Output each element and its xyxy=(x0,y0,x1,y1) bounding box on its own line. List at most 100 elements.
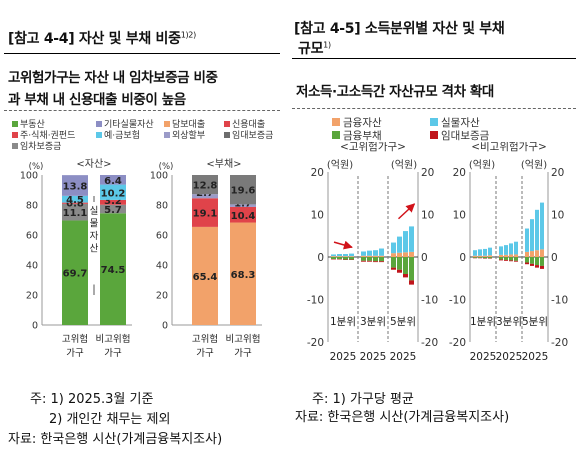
y-tick-label: 100 xyxy=(20,171,38,182)
right-title-footnote: 1) xyxy=(323,40,331,50)
y-tick-label: 80 xyxy=(156,201,168,212)
legend-item-real-assets: 실물자산 xyxy=(430,115,480,130)
bar-rental-deposit xyxy=(403,274,408,278)
bar-financial-assets xyxy=(403,252,408,257)
bar-rental-deposit xyxy=(499,259,503,261)
data-label: 11.1 xyxy=(63,208,88,219)
bar-financial-assets xyxy=(409,251,414,257)
legend-swatch xyxy=(332,131,340,139)
bar-real-assets xyxy=(509,243,513,255)
bar-financial-debt xyxy=(391,257,396,268)
legend-item-financial-assets: 금융자산 xyxy=(332,115,382,130)
bar-real-assets xyxy=(483,248,487,256)
quintile-label: 1분위 xyxy=(330,315,356,328)
left-panel-title: [참고 4-4] 자산 및 부채 비중1)2) xyxy=(8,28,196,48)
y-tick-label: 40 xyxy=(156,261,168,272)
bar-segment xyxy=(62,220,88,325)
bar-financial-assets xyxy=(478,255,482,257)
legend-item-rental-deposit-r: 임대보증금 xyxy=(430,128,489,143)
year-label: 2025 xyxy=(522,351,549,363)
bar-segment xyxy=(230,206,256,223)
right-heading: 저소득·고소득간 자산규모 격차 확대 xyxy=(296,84,494,100)
bar-real-assets xyxy=(499,246,503,255)
legend-swatch xyxy=(164,121,170,127)
bar-segment xyxy=(100,213,126,325)
bar-real-assets xyxy=(478,249,482,256)
right-heading-divider xyxy=(292,108,576,109)
year-label: 2025 xyxy=(496,351,523,363)
bar-real-assets xyxy=(331,254,336,257)
category-label: 고위험 xyxy=(192,333,218,345)
right-panel-title-line1: [참고 4-5] 소득분위별 자산 및 부채 xyxy=(294,21,505,37)
y-tick-label-right: 10 xyxy=(551,210,564,222)
bar-segment xyxy=(100,184,126,200)
bar-financial-debt xyxy=(514,257,518,261)
bar-financial-debt xyxy=(535,257,539,266)
left-heading-line2: 과 부채 내 신용대출 비중이 높음 xyxy=(8,92,186,108)
y-tick-label: 20 xyxy=(26,291,38,302)
bar-financial-assets xyxy=(488,255,492,257)
bar-rental-deposit xyxy=(373,261,378,263)
bar-financial-assets xyxy=(397,252,402,257)
y-tick-label: 0 xyxy=(317,252,324,264)
bar-financial-assets xyxy=(525,251,529,257)
data-label: 10.4 xyxy=(231,211,256,222)
y-tick-label: 10 xyxy=(453,210,466,222)
data-label: 6.4 xyxy=(104,176,122,187)
bar-rental-deposit xyxy=(525,262,529,265)
left-title-rule xyxy=(4,53,280,54)
legend-item-lease-deposit: 임차보증금 xyxy=(12,139,61,152)
bar-real-assets xyxy=(337,254,342,257)
bar-real-assets xyxy=(488,247,492,256)
trend-arrow xyxy=(397,203,416,220)
bar-financial-debt xyxy=(540,257,544,266)
bar-financial-assets xyxy=(473,255,477,257)
data-label: 10.2 xyxy=(101,188,126,199)
year-label: 2025 xyxy=(390,351,417,363)
left-title-footnote: 1)2) xyxy=(180,30,197,40)
bar-real-assets xyxy=(379,248,384,256)
data-label: 69.7 xyxy=(63,269,88,280)
bar-real-assets xyxy=(403,231,408,253)
bar-segment xyxy=(192,175,218,195)
bar-financial-assets xyxy=(504,254,508,257)
bar-financial-assets xyxy=(540,249,544,257)
legend-swatch xyxy=(12,121,18,127)
y-tick-label: 80 xyxy=(26,201,38,212)
y-unit-label-right: (억원) xyxy=(521,159,547,171)
bar-financial-assets xyxy=(499,254,503,257)
bar-real-assets xyxy=(504,245,508,255)
y-unit-label: (억원) xyxy=(327,159,353,171)
data-label: 12.8 xyxy=(193,181,218,192)
bar-real-assets xyxy=(349,253,354,257)
bar-segment xyxy=(192,194,218,199)
category-label: 가구 xyxy=(66,348,84,359)
bar-rental-deposit xyxy=(530,263,534,266)
legend-item-stocks-bonds: 주·식채·권펀드 xyxy=(12,128,75,141)
bar-real-assets xyxy=(361,251,366,256)
bar-financial-debt xyxy=(488,257,492,259)
y-tick-label: 20 xyxy=(156,291,168,302)
bar-segment xyxy=(62,202,88,204)
data-label: 5.7 xyxy=(104,205,122,216)
bar-real-assets xyxy=(535,209,539,251)
data-label: 74.5 xyxy=(101,265,126,276)
quintile-label: 3분위 xyxy=(360,315,386,328)
bar-segment xyxy=(230,175,256,205)
bar-financial-assets xyxy=(509,254,513,257)
y-tick-label-right: -20 xyxy=(551,337,568,349)
bar-financial-assets xyxy=(331,256,336,257)
legend-item-deposits: 예·금보험 xyxy=(96,128,140,141)
bar-financial-assets xyxy=(483,255,487,257)
group-label: <고위험가구> xyxy=(340,142,406,153)
bar-segment xyxy=(192,198,218,227)
bar-rental-deposit xyxy=(379,261,384,263)
y-tick-label: 10 xyxy=(311,210,324,222)
vertical-label-char: 산 xyxy=(90,244,99,255)
legend-swatch xyxy=(224,132,230,138)
y-tick-label-right: -10 xyxy=(421,295,438,307)
category-label: 가구 xyxy=(234,348,252,359)
bar-real-assets xyxy=(473,250,477,256)
data-label: 0.8 xyxy=(66,199,84,210)
bar-financial-debt xyxy=(367,257,372,261)
